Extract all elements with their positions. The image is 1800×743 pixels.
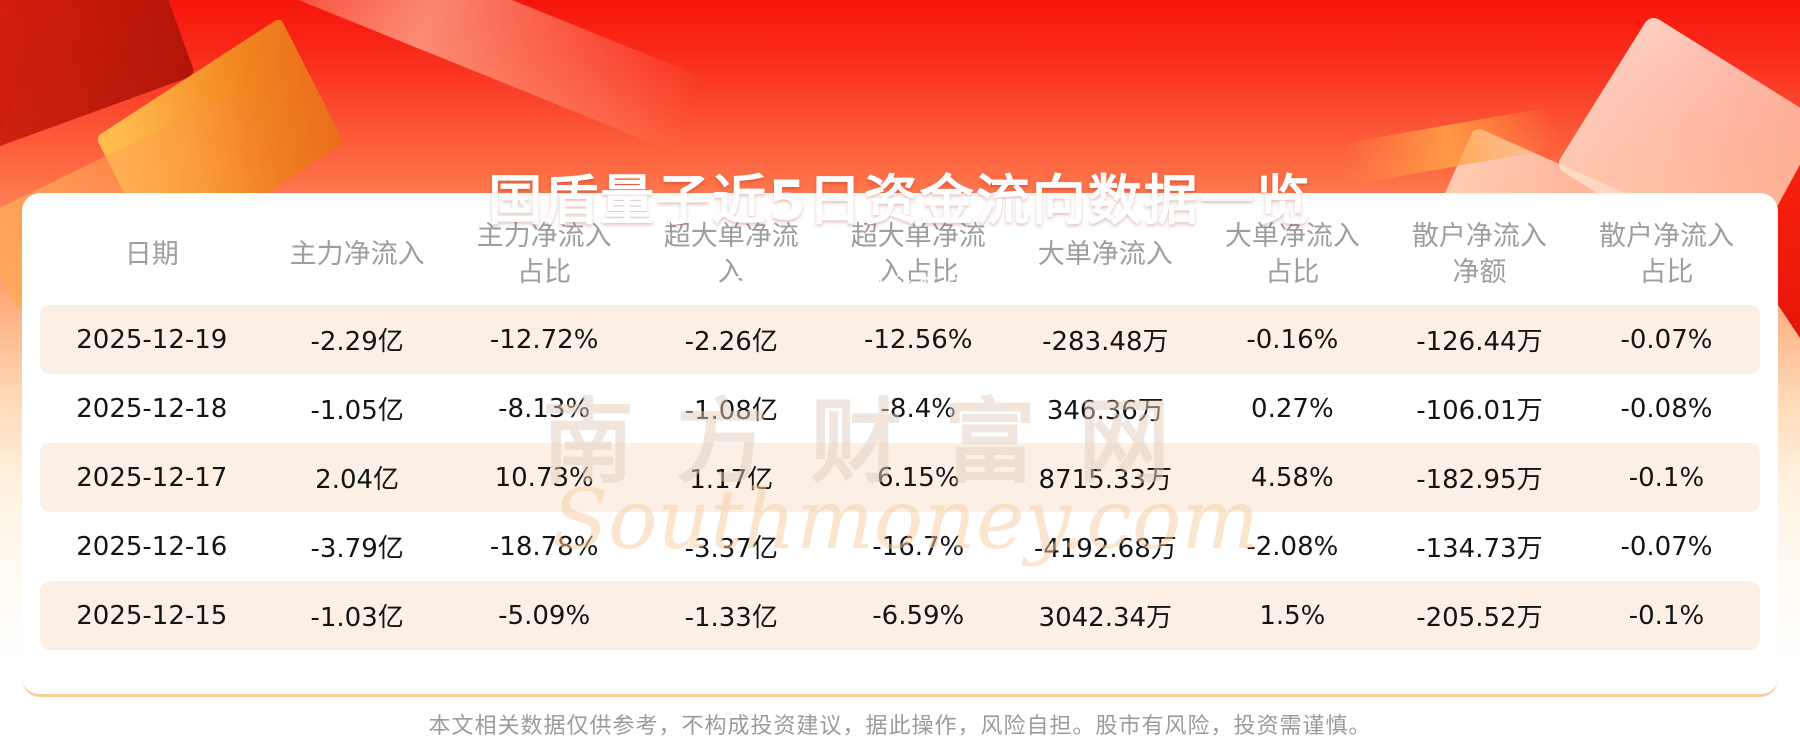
cell-retail-net-inflow: -134.73万 <box>1416 534 1543 564</box>
hero-header: 国盾量子近5日资金流向数据一览 南方财富网概念查询工具整理 <box>0 130 1800 303</box>
cell-date: 2025-12-15 <box>40 581 264 650</box>
cell-xl-order-net-inflow-ratio: 6.15% <box>824 443 1012 512</box>
cell-xl-order-net-inflow-ratio: -6.59% <box>824 581 1012 650</box>
cell-date: 2025-12-16 <box>76 531 228 562</box>
cell-retail-net-inflow: -126.44万 <box>1385 305 1573 374</box>
cell-xl-order-net-inflow: 1.17亿 <box>637 443 825 512</box>
cell-retail-net-inflow-ratio: -0.07% <box>1620 531 1713 562</box>
cell-main-net-inflow-ratio: -12.72% <box>450 305 638 374</box>
cell-large-order-net-inflow: -4192.68万 <box>1033 534 1177 564</box>
cell-retail-net-inflow-ratio: -0.07% <box>1572 305 1760 374</box>
cell-large-order-net-inflow-ratio: 1.5% <box>1198 581 1386 650</box>
cell-date: 2025-12-19 <box>40 305 264 374</box>
cell-main-net-inflow: -1.05亿 <box>310 396 404 426</box>
cell-large-order-net-inflow-ratio: -0.16% <box>1198 305 1386 374</box>
cell-date: 2025-12-17 <box>40 443 264 512</box>
cell-main-net-inflow-ratio: -8.13% <box>498 393 591 424</box>
cell-retail-net-inflow-ratio: -0.08% <box>1620 393 1713 424</box>
cell-retail-net-inflow-ratio: -0.1% <box>1572 581 1760 650</box>
cell-xl-order-net-inflow: -1.33亿 <box>637 581 825 650</box>
col-header-xl-order-net-inflow: 超大单净流入 <box>663 220 799 288</box>
cell-main-net-inflow: 2.04亿 <box>263 443 451 512</box>
cell-large-order-net-inflow-ratio: 4.58% <box>1198 443 1386 512</box>
cell-large-order-net-inflow-ratio: -2.08% <box>1246 531 1339 562</box>
table-row: 2025-12-19 -2.29亿 -12.72% -2.26亿 -12.56%… <box>40 305 1760 374</box>
cell-main-net-inflow-ratio: -18.78% <box>489 531 599 562</box>
cell-large-order-net-inflow: 8715.33万 <box>1011 443 1199 512</box>
cell-main-net-inflow-ratio: 10.73% <box>450 443 638 512</box>
cell-large-order-net-inflow: 3042.34万 <box>1011 581 1199 650</box>
cell-large-order-net-inflow: 346.36万 <box>1046 396 1164 426</box>
cell-main-net-inflow-ratio: -5.09% <box>450 581 638 650</box>
disclaimer-text: 本文相关数据仅供参考，不构成投资建议，据此操作，风险自担。股市有风险，投资需谨慎… <box>428 714 1372 739</box>
cell-xl-order-net-inflow-ratio: -12.56% <box>824 305 1012 374</box>
col-header-large-order-net-inflow-ratio: 大单净流入占比 <box>1224 220 1360 288</box>
cell-retail-net-inflow: -182.95万 <box>1385 443 1573 512</box>
col-header-large-order-net-inflow: 大单净流入 <box>1037 238 1173 270</box>
cell-retail-net-inflow: -205.52万 <box>1385 581 1573 650</box>
cell-large-order-net-inflow: -283.48万 <box>1011 305 1199 374</box>
cell-main-net-inflow: -1.03亿 <box>263 581 451 650</box>
table-row: 2025-12-18 -1.05亿 -8.13% -1.08亿 -8.4% 34… <box>40 374 1760 443</box>
decoration-left-ribbon <box>0 0 44 130</box>
table-row: 2025-12-15 -1.03亿 -5.09% -1.33亿 -6.59% 3… <box>40 581 1760 650</box>
page-subtitle: 南方财富网概念查询工具整理 <box>730 272 1069 301</box>
col-header-xl-order-net-inflow-ratio: 超大单净流入占比 <box>850 220 986 288</box>
cell-xl-order-net-inflow-ratio: -16.7% <box>872 531 965 562</box>
cell-xl-order-net-inflow: -3.37亿 <box>684 534 778 564</box>
col-header-main-net-inflow-ratio: 主力净流入占比 <box>476 220 612 288</box>
cell-large-order-net-inflow-ratio: 0.27% <box>1251 393 1334 424</box>
table-row: 2025-12-17 2.04亿 10.73% 1.17亿 6.15% 8715… <box>40 443 1760 512</box>
cell-main-net-inflow: -3.79亿 <box>310 534 404 564</box>
cell-date: 2025-12-18 <box>76 393 228 424</box>
cell-main-net-inflow: -2.29亿 <box>263 305 451 374</box>
table-row: 2025-12-16 -3.79亿 -18.78% -3.37亿 -16.7% … <box>40 512 1760 581</box>
cell-xl-order-net-inflow: -2.26亿 <box>637 305 825 374</box>
cell-retail-net-inflow: -106.01万 <box>1416 396 1543 426</box>
cell-retail-net-inflow-ratio: -0.1% <box>1572 443 1760 512</box>
page-title: 国盾量子近5日资金流向数据一览 <box>488 169 1312 232</box>
cell-xl-order-net-inflow: -1.08亿 <box>684 396 778 426</box>
fund-flow-table: 日期 主力净流入 主力净流入占比 超大单净流入 超大单净流入占比 大单净流入 大… <box>40 205 1760 650</box>
cell-xl-order-net-inflow-ratio: -8.4% <box>880 393 956 424</box>
